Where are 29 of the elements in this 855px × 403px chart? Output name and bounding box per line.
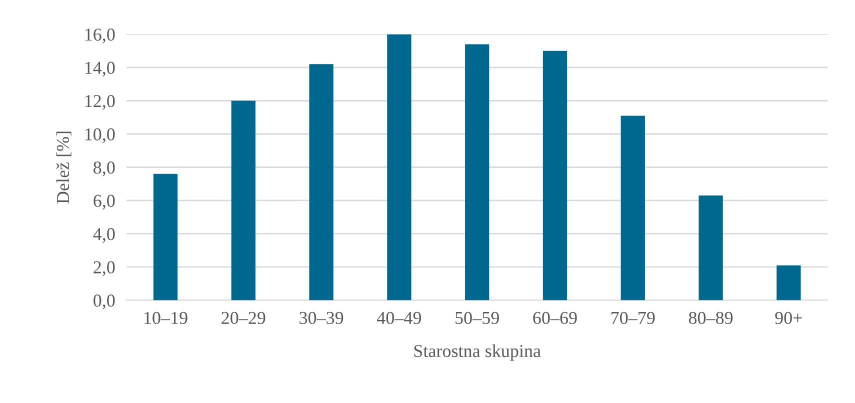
y-tick-label: 0,0 xyxy=(94,294,115,310)
x-tick-label: 80–89 xyxy=(688,312,733,324)
bar xyxy=(387,34,412,300)
y-tick-label: 16,0 xyxy=(85,28,115,44)
bar xyxy=(542,50,568,300)
x-tick-label: 10–19 xyxy=(144,312,188,324)
y-tick-label: 14,0 xyxy=(85,62,115,77)
x-tick-label: 70–79 xyxy=(612,312,655,324)
y-tick-label: 12,0 xyxy=(85,95,115,110)
x-tick-label: 50–59 xyxy=(456,312,499,324)
x-tick-label: 90+ xyxy=(775,312,802,324)
bar xyxy=(620,116,645,300)
y-tick-label: 6,0 xyxy=(94,194,115,210)
x-tick-label: 30–39 xyxy=(300,312,344,324)
x-tick-label: 40–49 xyxy=(376,312,422,324)
y-tick-label: 2,0 xyxy=(94,261,115,276)
bar xyxy=(776,265,801,300)
y-tick-label: 4,0 xyxy=(93,228,115,243)
y-tick-label: 8,0 xyxy=(94,162,115,176)
x-tick-label: 60–69 xyxy=(533,312,577,324)
y-axis-title: Delež [%] xyxy=(56,132,72,204)
bar xyxy=(153,174,178,300)
x-axis-title: Starostna skupina xyxy=(414,344,541,361)
x-tick-label: 20–29 xyxy=(222,312,266,324)
bar xyxy=(231,100,256,300)
bar xyxy=(698,196,723,300)
y-tick-label: 10,0 xyxy=(85,128,115,144)
bar xyxy=(465,44,490,300)
bar xyxy=(309,64,334,300)
